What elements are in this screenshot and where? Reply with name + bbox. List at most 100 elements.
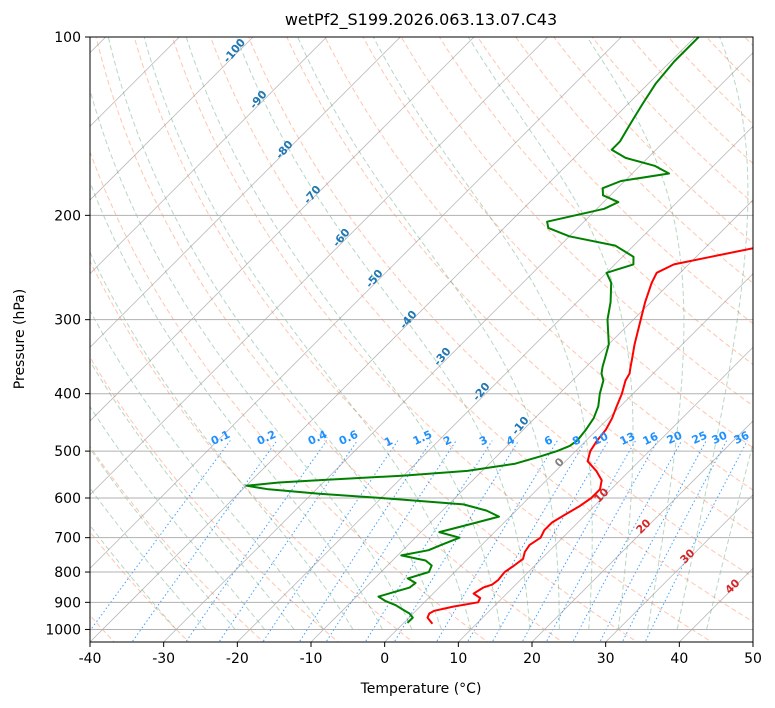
dry-adiabat-label: -40 bbox=[397, 308, 420, 332]
mixing-ratio-label: 30 bbox=[710, 429, 730, 447]
mixing-ratio-label: 0.4 bbox=[306, 428, 329, 448]
dry-adiabat-line bbox=[324, 37, 753, 491]
isotherm-line bbox=[236, 125, 753, 642]
y-tick-label: 900 bbox=[54, 595, 81, 611]
mixing-ratio-line bbox=[131, 440, 278, 642]
y-tick-label: 700 bbox=[54, 531, 81, 547]
axis-ticks: -40 -30 -20 -10 0 10 20 30 40 5010009008007006005… bbox=[45, 30, 762, 667]
moist-adiabat-line bbox=[586, 37, 685, 630]
y-tick-label: 600 bbox=[54, 491, 81, 507]
moist-adiabat-line bbox=[372, 37, 593, 630]
mixing-ratio-line bbox=[545, 440, 659, 642]
mixing-ratio-label: 25 bbox=[690, 429, 709, 447]
y-tick-label: 800 bbox=[54, 565, 81, 581]
mixing-ratio-label: 16 bbox=[641, 430, 661, 448]
line-annotations: -100-90-80-70-60-50-40-30-20-10010203040… bbox=[209, 36, 752, 597]
dry-adiabat-line bbox=[248, 37, 753, 578]
y-axis-label: Pressure (hPa) bbox=[12, 289, 28, 389]
y-tick-label: 1000 bbox=[45, 622, 81, 638]
dry-adiabat-label: -70 bbox=[301, 183, 324, 207]
dry-adiabat-line bbox=[591, 37, 753, 204]
y-tick-label: 300 bbox=[54, 313, 81, 329]
background-lines bbox=[90, 37, 753, 642]
moist-adiabat-line bbox=[90, 180, 383, 630]
mixing-ratio-label: 2 bbox=[441, 433, 453, 448]
isotherm-line bbox=[531, 420, 753, 642]
isotherm-line bbox=[90, 37, 254, 201]
isotherm-line bbox=[90, 37, 549, 496]
mixing-ratio-line bbox=[325, 440, 457, 642]
dry-adiabat-line bbox=[133, 37, 638, 642]
moist-adiabat-line bbox=[236, 37, 531, 630]
moist-adiabat-line bbox=[143, 37, 472, 630]
dry-adiabat-line bbox=[90, 356, 340, 642]
moist-adiabat-label: 30 bbox=[678, 546, 698, 566]
moist-adiabat-line bbox=[467, 37, 634, 630]
mixing-ratio-line bbox=[393, 440, 520, 642]
y-tick-label: 500 bbox=[54, 444, 81, 460]
moist-adiabat-line bbox=[90, 309, 325, 630]
moist-adiabat-label: 10 bbox=[592, 485, 612, 505]
isotherm-line bbox=[163, 52, 753, 642]
moist-adiabat-line bbox=[297, 37, 560, 630]
x-tick-label: 20 bbox=[523, 651, 541, 667]
mixing-ratio-label: 0.2 bbox=[255, 428, 278, 448]
isotherm-line bbox=[90, 37, 696, 642]
dry-adiabat-line bbox=[553, 37, 753, 244]
isotherm-line bbox=[384, 273, 753, 642]
profile-lines bbox=[245, 37, 753, 625]
mixing-ratio-line bbox=[364, 440, 493, 642]
x-axis-label: Temperature (°C) bbox=[360, 681, 482, 697]
mixing-ratio-line bbox=[599, 440, 707, 642]
x-tick-label: 10 bbox=[449, 651, 467, 667]
moist-adiabat-label: 20 bbox=[634, 516, 654, 536]
mixing-ratio-label: 20 bbox=[665, 429, 685, 447]
dry-adiabat-line bbox=[286, 37, 753, 534]
moist-adiabat-line bbox=[90, 360, 295, 630]
moist-adiabat-line bbox=[706, 441, 753, 630]
mixing-ratio-label: 0.1 bbox=[209, 428, 232, 448]
isotherm-line bbox=[457, 346, 753, 642]
dry-adiabat-line bbox=[477, 37, 753, 325]
moist-adiabat-line bbox=[107, 37, 442, 630]
x-tick-label: 50 bbox=[744, 651, 762, 667]
moist-adiabat-line bbox=[90, 88, 413, 630]
dry-adiabat-line bbox=[629, 37, 753, 165]
dry-adiabat-line bbox=[171, 37, 713, 642]
dewpoint-line bbox=[245, 37, 700, 624]
dry-adiabat-line bbox=[438, 37, 753, 366]
dry-adiabat-label: -80 bbox=[273, 138, 296, 162]
x-tick-label: -40 bbox=[79, 651, 102, 667]
dry-adiabat-line bbox=[400, 37, 753, 407]
dry-adiabat-line bbox=[744, 37, 753, 47]
dry-adiabat-line bbox=[667, 37, 753, 125]
mixing-ratio-label: 10 bbox=[591, 430, 611, 448]
isotherm-line bbox=[605, 494, 753, 642]
dry-adiabat-label: -50 bbox=[363, 267, 386, 291]
dry-adiabat-line bbox=[362, 37, 753, 449]
isotherm-line bbox=[90, 37, 180, 127]
mixing-ratio-line bbox=[521, 440, 637, 642]
dry-adiabat-label: -90 bbox=[247, 88, 270, 112]
mixing-ratio-line bbox=[262, 440, 399, 642]
mixing-ratio-label: 3 bbox=[477, 433, 489, 448]
plot-frame bbox=[89, 36, 754, 643]
dry-adiabat-label: -100 bbox=[220, 36, 248, 66]
moist-adiabat-line bbox=[90, 405, 265, 630]
x-tick-label: 30 bbox=[597, 651, 615, 667]
temperature-line bbox=[426, 247, 753, 625]
dry-adiabat-label: -10 bbox=[509, 414, 532, 438]
mixing-ratio-line bbox=[621, 440, 728, 642]
mixing-ratio-label: 6 bbox=[542, 433, 555, 448]
chart-title: wetPf2_S199.2026.063.13.07.C43 bbox=[285, 10, 557, 30]
isotherm-line bbox=[90, 37, 401, 348]
mixing-ratio-line bbox=[572, 440, 683, 642]
x-tick-label: 40 bbox=[670, 651, 688, 667]
x-tick-label: -30 bbox=[152, 651, 175, 667]
isotherm-line bbox=[90, 37, 328, 275]
moist-adiabat-line bbox=[676, 37, 749, 630]
y-tick-label: 400 bbox=[54, 387, 81, 403]
mixing-ratio-line bbox=[298, 440, 432, 642]
mixing-ratio-label: 36 bbox=[732, 429, 752, 447]
